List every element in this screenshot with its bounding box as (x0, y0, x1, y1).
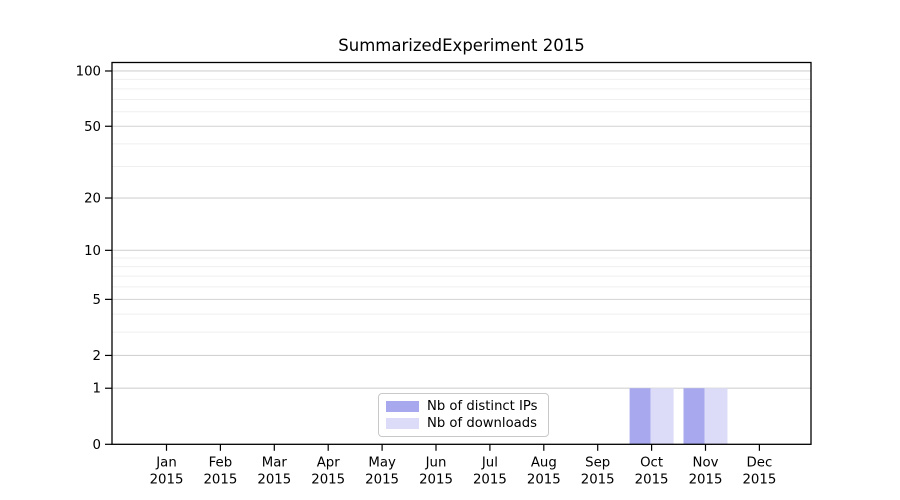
x-month-label: Jan (155, 455, 177, 470)
x-year-label: 2015 (527, 472, 561, 487)
x-year-label: 2015 (473, 472, 507, 487)
x-year-label: 2015 (581, 472, 615, 487)
y-tick-label: 20 (84, 192, 101, 207)
y-tick-label: 50 (84, 120, 101, 135)
x-year-label: 2015 (311, 472, 345, 487)
legend-item: Nb of distinct IPs (386, 398, 539, 415)
y-tick-label: 100 (76, 64, 101, 79)
x-month-label: Dec (747, 455, 773, 470)
bar-downloads (650, 388, 674, 445)
bar-downloads (704, 388, 728, 445)
x-year-label: 2015 (635, 472, 669, 487)
x-year-label: 2015 (419, 472, 453, 487)
legend-swatch (386, 418, 419, 429)
legend-swatch (386, 401, 419, 412)
x-month-label: Jul (481, 455, 498, 470)
y-tick-label: 1 (93, 382, 101, 397)
y-tick-label: 2 (93, 349, 101, 364)
x-month-label: May (368, 455, 396, 470)
x-month-label: Jun (425, 455, 447, 470)
chart-title: SummarizedExperiment 2015 (338, 36, 585, 55)
legend: Nb of distinct IPs Nb of downloads (378, 393, 549, 437)
x-month-label: Nov (693, 455, 719, 470)
legend-item: Nb of downloads (386, 415, 539, 432)
x-month-label: Oct (640, 455, 663, 470)
x-year-label: 2015 (689, 472, 723, 487)
y-tick-label: 5 (93, 293, 101, 308)
legend-label: Nb of distinct IPs (427, 399, 538, 414)
x-year-label: 2015 (365, 472, 399, 487)
axis-frame (111, 61, 812, 445)
bar-distinct-ips (629, 388, 651, 445)
x-month-label: Mar (262, 455, 288, 470)
x-year-label: 2015 (257, 472, 291, 487)
legend-label: Nb of downloads (427, 416, 537, 431)
y-tick-label: 10 (84, 244, 101, 259)
x-year-label: 2015 (742, 472, 776, 487)
x-month-label: Aug (531, 455, 557, 470)
x-month-label: Sep (585, 455, 610, 470)
bar-distinct-ips (683, 388, 705, 445)
x-year-label: 2015 (150, 472, 184, 487)
x-year-label: 2015 (203, 472, 237, 487)
y-tick-label: 0 (93, 438, 101, 453)
x-month-label: Feb (209, 455, 233, 470)
x-month-label: Apr (317, 455, 341, 470)
